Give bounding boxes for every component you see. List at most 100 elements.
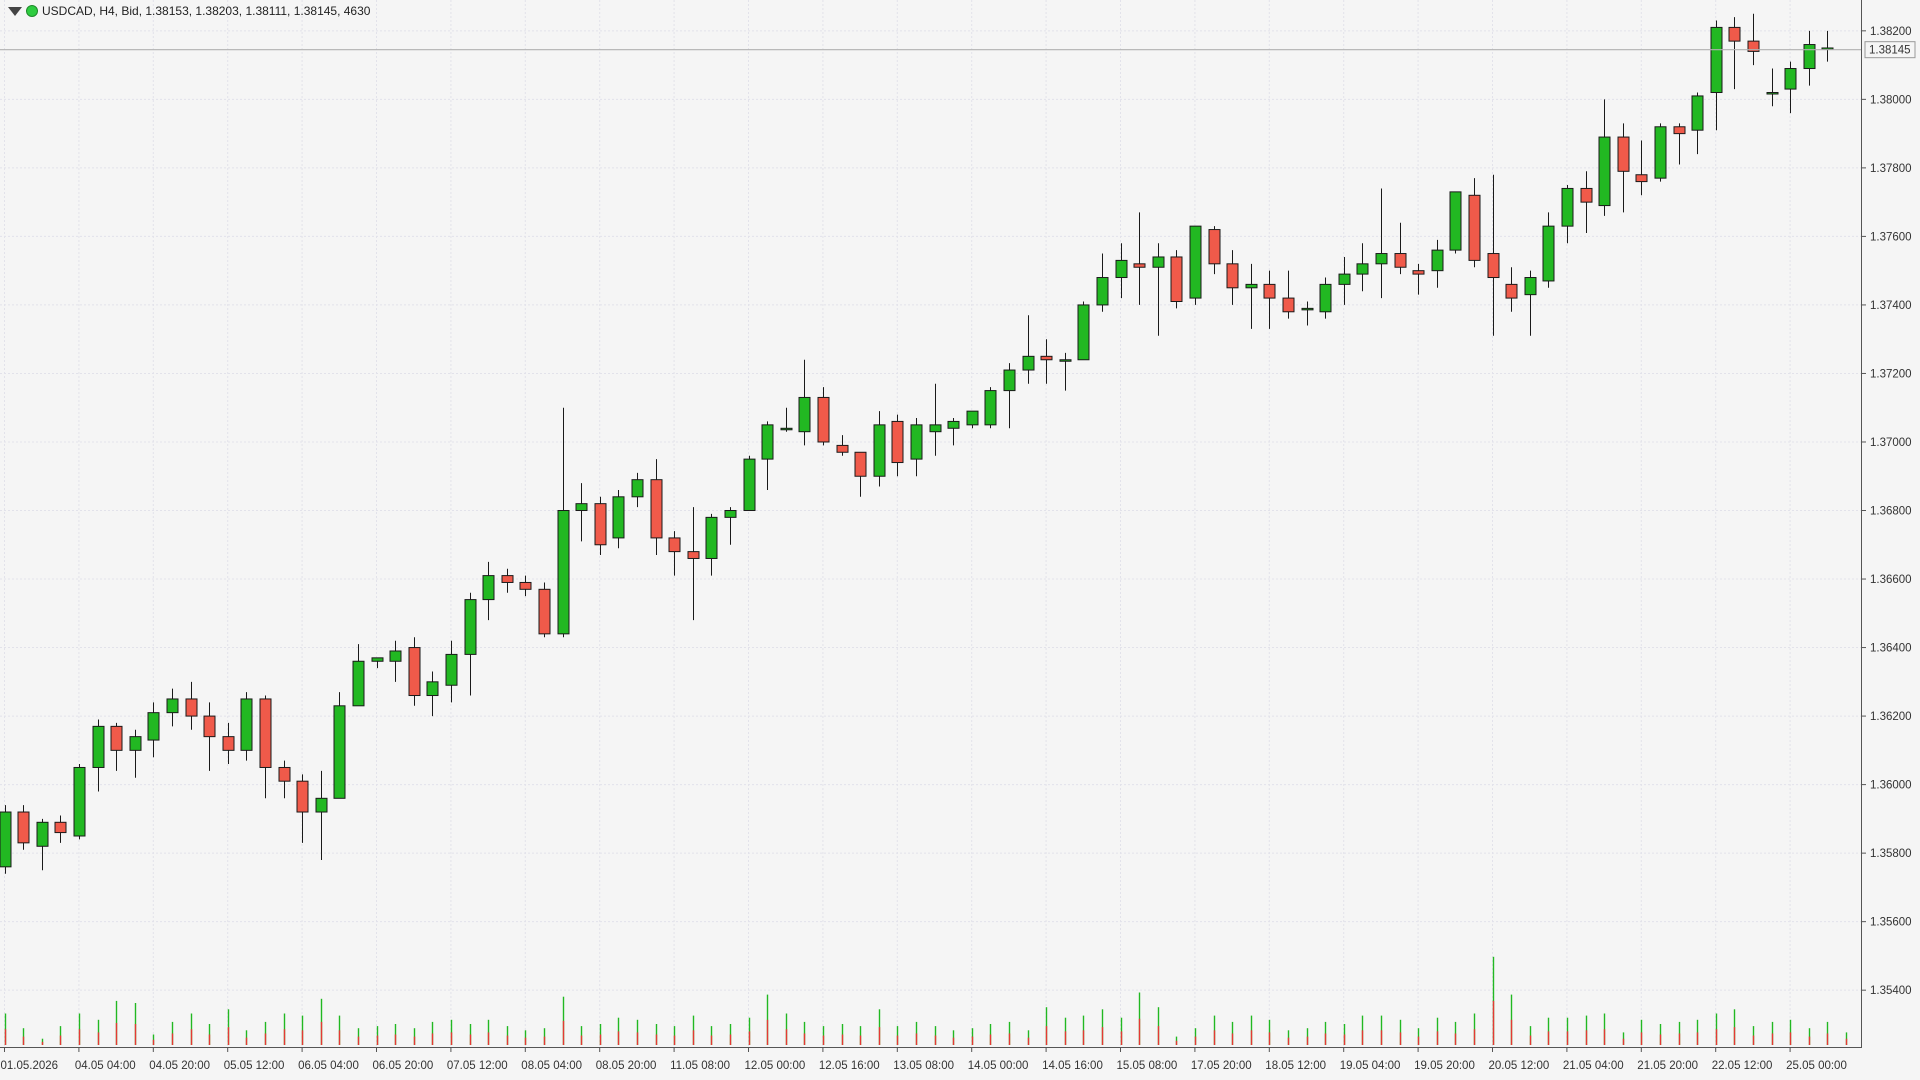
candle-bull xyxy=(1561,187,1574,227)
candle-bull xyxy=(612,496,625,539)
candle-bull xyxy=(1691,95,1704,131)
candle-bear xyxy=(817,396,830,443)
price-axis-label: 1.35600 xyxy=(1870,917,1912,929)
time-axis-label: 13.05 08:00 xyxy=(893,1060,954,1072)
candle-bear xyxy=(1617,136,1630,172)
price-axis-label: 1.37600 xyxy=(1870,231,1912,243)
candle-bull xyxy=(464,599,477,655)
price-axis-label: 1.37800 xyxy=(1870,163,1912,175)
candle-bear xyxy=(519,581,532,590)
candle-bull xyxy=(947,420,960,429)
time-axis-label: 15.05 08:00 xyxy=(1117,1060,1178,1072)
price-axis-label: 1.38200 xyxy=(1870,26,1912,38)
chart-menu-icon[interactable] xyxy=(8,6,22,16)
candle-bear xyxy=(1282,297,1295,313)
price-axis-label: 1.35800 xyxy=(1870,848,1912,860)
candle-bear xyxy=(278,766,291,782)
candle-bull xyxy=(1003,369,1016,392)
candle-bull xyxy=(1784,68,1797,90)
candle-bear xyxy=(1040,355,1053,361)
candle-bear xyxy=(538,588,551,635)
candle-bear xyxy=(1635,174,1648,183)
candle-bull xyxy=(147,712,160,741)
candle-bull xyxy=(240,698,253,751)
candle-bull xyxy=(1301,307,1314,311)
candle-bull xyxy=(705,516,718,559)
price-axis-label: 1.35400 xyxy=(1870,985,1912,997)
candle-bull xyxy=(1152,256,1165,268)
candle-bull xyxy=(166,698,179,714)
price-axis-label: 1.37400 xyxy=(1870,300,1912,312)
candle-bear xyxy=(1505,283,1518,299)
time-axis-label: 19.05 20:00 xyxy=(1414,1060,1475,1072)
candle-bull xyxy=(966,410,979,426)
candle-bear xyxy=(1208,229,1221,265)
price-axis-label: 1.37000 xyxy=(1870,437,1912,449)
current-price-label: 1.38145 xyxy=(1869,45,1911,57)
candle-bull xyxy=(557,510,570,635)
candle-bull xyxy=(0,811,12,868)
candle-bear xyxy=(259,698,272,768)
time-axis-label: 12.05 00:00 xyxy=(745,1060,806,1072)
candle-bear xyxy=(1226,263,1239,289)
chart-title: USDCAD, H4, Bid, 1.38153, 1.38203, 1.381… xyxy=(42,4,371,18)
time-axis-label: 11.05 08:00 xyxy=(670,1060,730,1072)
candle-bear xyxy=(296,780,309,813)
time-axis-label: 22.05 12:00 xyxy=(1712,1060,1773,1072)
candle-bear xyxy=(408,647,421,697)
candle-bull xyxy=(1245,283,1258,289)
candle-bull xyxy=(92,725,105,768)
candle-bear xyxy=(1170,256,1183,303)
time-axis-label: 21.05 20:00 xyxy=(1637,1060,1698,1072)
candle-bull xyxy=(73,766,86,837)
price-axis-label: 1.36200 xyxy=(1870,711,1912,723)
candle-bull xyxy=(371,657,384,662)
candle-bear xyxy=(687,551,700,559)
time-axis-label: 14.05 00:00 xyxy=(968,1060,1029,1072)
candle-bear xyxy=(594,503,607,546)
candle-bull xyxy=(352,660,365,707)
price-axis-label: 1.36600 xyxy=(1870,574,1912,586)
time-axis-label: 04.05 20:00 xyxy=(149,1060,210,1072)
time-axis-label: 17.05 20:00 xyxy=(1191,1060,1252,1072)
candle-bull xyxy=(1356,263,1369,275)
candle-bear xyxy=(1580,187,1593,203)
candle-bull xyxy=(1022,355,1035,371)
time-axis-label: 21.05 04:00 xyxy=(1563,1060,1624,1072)
candle-bull xyxy=(389,650,402,662)
candle-bull xyxy=(761,424,774,460)
candle-bull xyxy=(1598,136,1611,207)
candle-bear xyxy=(1487,253,1500,279)
time-axis-label: 08.05 20:00 xyxy=(596,1060,657,1072)
candle-bear xyxy=(891,420,904,464)
candle-bull xyxy=(743,458,756,512)
candle-bear xyxy=(650,479,663,539)
time-axis-label: 07.05 12:00 xyxy=(447,1060,508,1072)
candle-bear xyxy=(222,736,235,751)
candle-bull xyxy=(426,681,439,697)
candle-bull xyxy=(129,736,142,751)
time-axis-label: 08.05 04:00 xyxy=(521,1060,582,1072)
candle-bull xyxy=(482,575,495,601)
time-axis-label: 06.05 04:00 xyxy=(298,1060,359,1072)
candle-bull xyxy=(798,396,811,433)
candle-bear xyxy=(1412,270,1425,275)
candle-bull xyxy=(724,510,737,518)
time-axis-label: 18.05 12:00 xyxy=(1265,1060,1326,1072)
candle-bear xyxy=(110,725,123,751)
candle-bull xyxy=(1189,225,1202,299)
time-axis-label: 25.05 00:00 xyxy=(1786,1060,1847,1072)
candle-bull xyxy=(780,427,793,431)
candle-bull xyxy=(315,797,328,813)
time-axis-label: 12.05 16:00 xyxy=(819,1060,880,1072)
candle-bull xyxy=(873,424,886,477)
candle-bull xyxy=(36,821,49,847)
price-axis-label: 1.37200 xyxy=(1870,368,1912,380)
time-axis-label: 05.05 12:00 xyxy=(224,1060,285,1072)
candle-bull xyxy=(1449,191,1462,251)
candle-bull xyxy=(1542,225,1555,282)
candle-bear xyxy=(501,575,514,583)
candle-bear xyxy=(1468,194,1481,261)
